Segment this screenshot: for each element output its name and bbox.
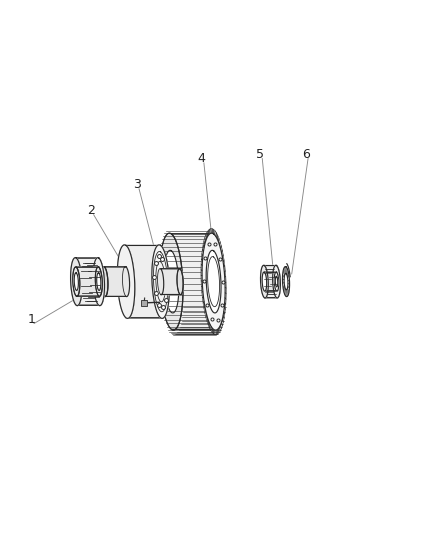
Polygon shape — [164, 251, 179, 313]
Polygon shape — [265, 272, 279, 291]
Polygon shape — [265, 265, 280, 298]
Polygon shape — [73, 267, 99, 296]
Polygon shape — [202, 233, 225, 330]
Polygon shape — [73, 267, 80, 296]
Text: 5: 5 — [256, 148, 264, 160]
Polygon shape — [275, 277, 278, 287]
Polygon shape — [274, 272, 279, 291]
Polygon shape — [177, 269, 183, 295]
Polygon shape — [104, 267, 130, 296]
Polygon shape — [117, 245, 135, 318]
Polygon shape — [272, 265, 280, 298]
Polygon shape — [126, 245, 170, 318]
Polygon shape — [283, 266, 290, 296]
Polygon shape — [71, 257, 82, 305]
Polygon shape — [93, 257, 105, 305]
Polygon shape — [160, 233, 214, 329]
Text: 3: 3 — [133, 178, 141, 191]
Polygon shape — [158, 269, 180, 295]
Polygon shape — [95, 267, 102, 296]
Polygon shape — [101, 266, 126, 296]
Polygon shape — [171, 234, 225, 330]
Polygon shape — [76, 258, 105, 305]
Polygon shape — [262, 272, 267, 291]
Polygon shape — [161, 269, 183, 295]
Polygon shape — [158, 273, 163, 290]
Polygon shape — [261, 265, 276, 298]
Polygon shape — [76, 267, 102, 296]
Text: 2: 2 — [88, 204, 95, 217]
Polygon shape — [284, 273, 288, 290]
Polygon shape — [160, 233, 183, 330]
Polygon shape — [74, 273, 78, 290]
Polygon shape — [101, 266, 108, 296]
Polygon shape — [71, 257, 99, 305]
Polygon shape — [117, 245, 161, 318]
Polygon shape — [261, 265, 268, 298]
Polygon shape — [97, 273, 101, 290]
Polygon shape — [152, 245, 170, 318]
Polygon shape — [143, 298, 145, 305]
Text: 1: 1 — [28, 313, 35, 326]
Text: 4: 4 — [198, 152, 205, 165]
Polygon shape — [206, 251, 221, 313]
Polygon shape — [262, 272, 276, 291]
Text: 6: 6 — [302, 148, 310, 160]
